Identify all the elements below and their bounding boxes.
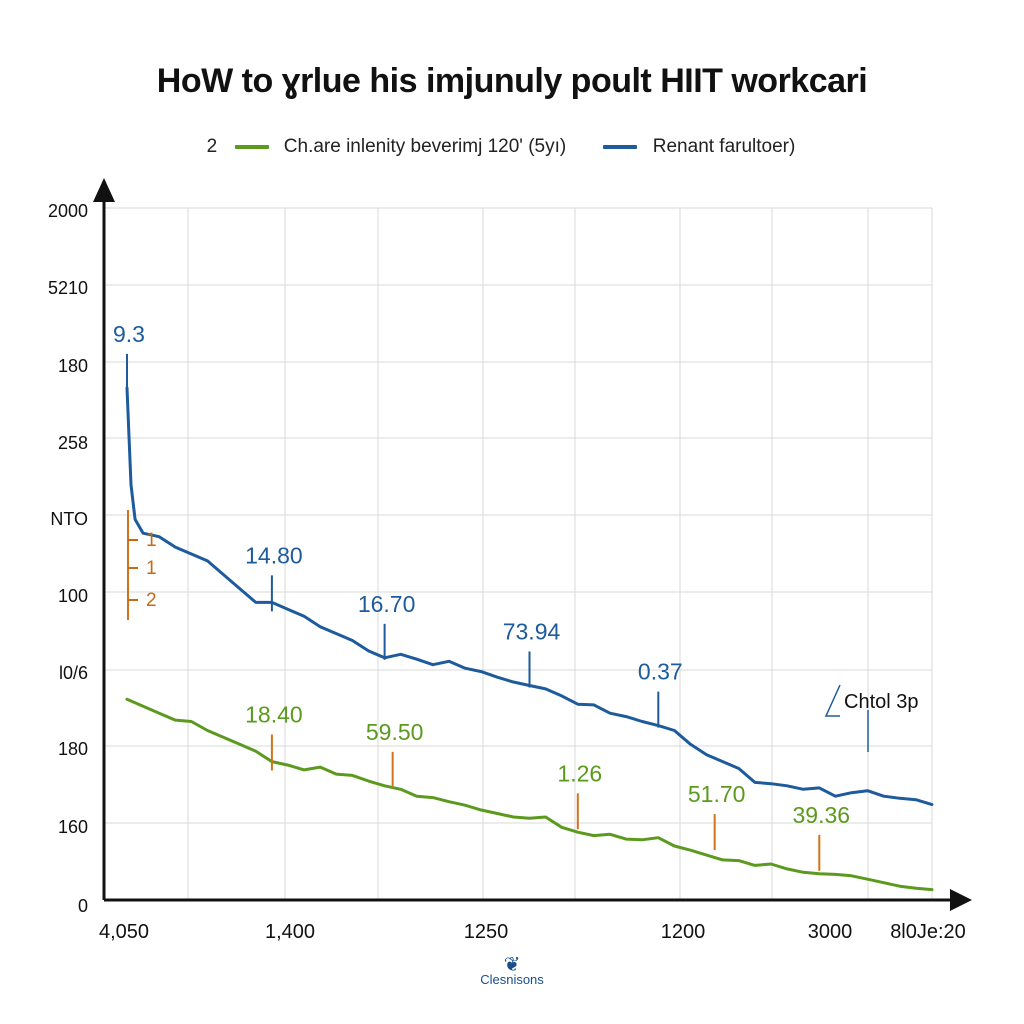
side-marker-label: 1 bbox=[146, 558, 157, 579]
y-tick-label: NTO bbox=[50, 509, 88, 529]
legend-prefix: 2 bbox=[206, 136, 218, 157]
data-label: 9.3 bbox=[113, 321, 145, 347]
watermark: ❦ Clesnisons bbox=[0, 954, 1024, 987]
legend-entry-2: Renant farultoer) bbox=[652, 136, 796, 157]
legend-swatch-green bbox=[234, 144, 269, 149]
legend-swatch-blue bbox=[603, 144, 638, 149]
side-marker-label: 1 bbox=[146, 530, 157, 551]
x-tick-label: 1200 bbox=[661, 921, 706, 943]
y-tick-label: l0/6 bbox=[59, 663, 88, 683]
x-axis-arrow-icon bbox=[950, 889, 972, 911]
callout-bracket bbox=[824, 684, 841, 717]
data-label: 51.70 bbox=[688, 781, 746, 807]
x-tick-label: 3000 bbox=[808, 921, 853, 943]
y-tick-label: 5210 bbox=[48, 278, 88, 298]
y-tick-label: 100 bbox=[58, 586, 88, 606]
watermark-logo-icon: ❦ bbox=[503, 954, 521, 976]
callout-label: Chtol 3p bbox=[844, 691, 919, 713]
legend-entry-1: Ch.are inlenity beverimj 120' (5yı) bbox=[283, 136, 567, 157]
x-tick-label: 4,050 bbox=[99, 921, 149, 943]
y-tick-label: 180 bbox=[58, 356, 88, 376]
legend: 2 Ch.are inlenity beverimj 120' (5yı) Re… bbox=[0, 136, 1024, 158]
side-marker-label: 2 bbox=[146, 590, 157, 611]
x-tick-label: 8l0Je:20 bbox=[890, 921, 966, 943]
data-label: 73.94 bbox=[503, 618, 561, 644]
y-axis-arrow-icon bbox=[93, 178, 115, 202]
y-tick-label: 160 bbox=[58, 817, 88, 837]
y-tick-label: 0 bbox=[78, 896, 88, 916]
watermark-text: Clesnisons bbox=[480, 972, 544, 987]
data-label: 16.70 bbox=[358, 591, 416, 617]
data-label: 18.40 bbox=[245, 702, 303, 728]
y-tick-label: 2000 bbox=[48, 201, 88, 221]
series-line-1 bbox=[125, 697, 934, 892]
data-label: 59.50 bbox=[366, 719, 424, 745]
y-tick-label: 180 bbox=[58, 739, 88, 759]
x-tick-label: 1250 bbox=[464, 921, 509, 943]
y-tick-label: 258 bbox=[58, 433, 88, 453]
data-label: 39.36 bbox=[793, 802, 851, 828]
data-label: 1.26 bbox=[557, 760, 602, 786]
data-label: 0.37 bbox=[638, 659, 683, 685]
series-line-2 bbox=[125, 386, 934, 806]
data-label: 14.80 bbox=[245, 542, 303, 568]
x-tick-label: 1,400 bbox=[265, 921, 315, 943]
chart-title: HoW to ɣrlue his imjunuly poult HIIT wor… bbox=[156, 62, 868, 100]
